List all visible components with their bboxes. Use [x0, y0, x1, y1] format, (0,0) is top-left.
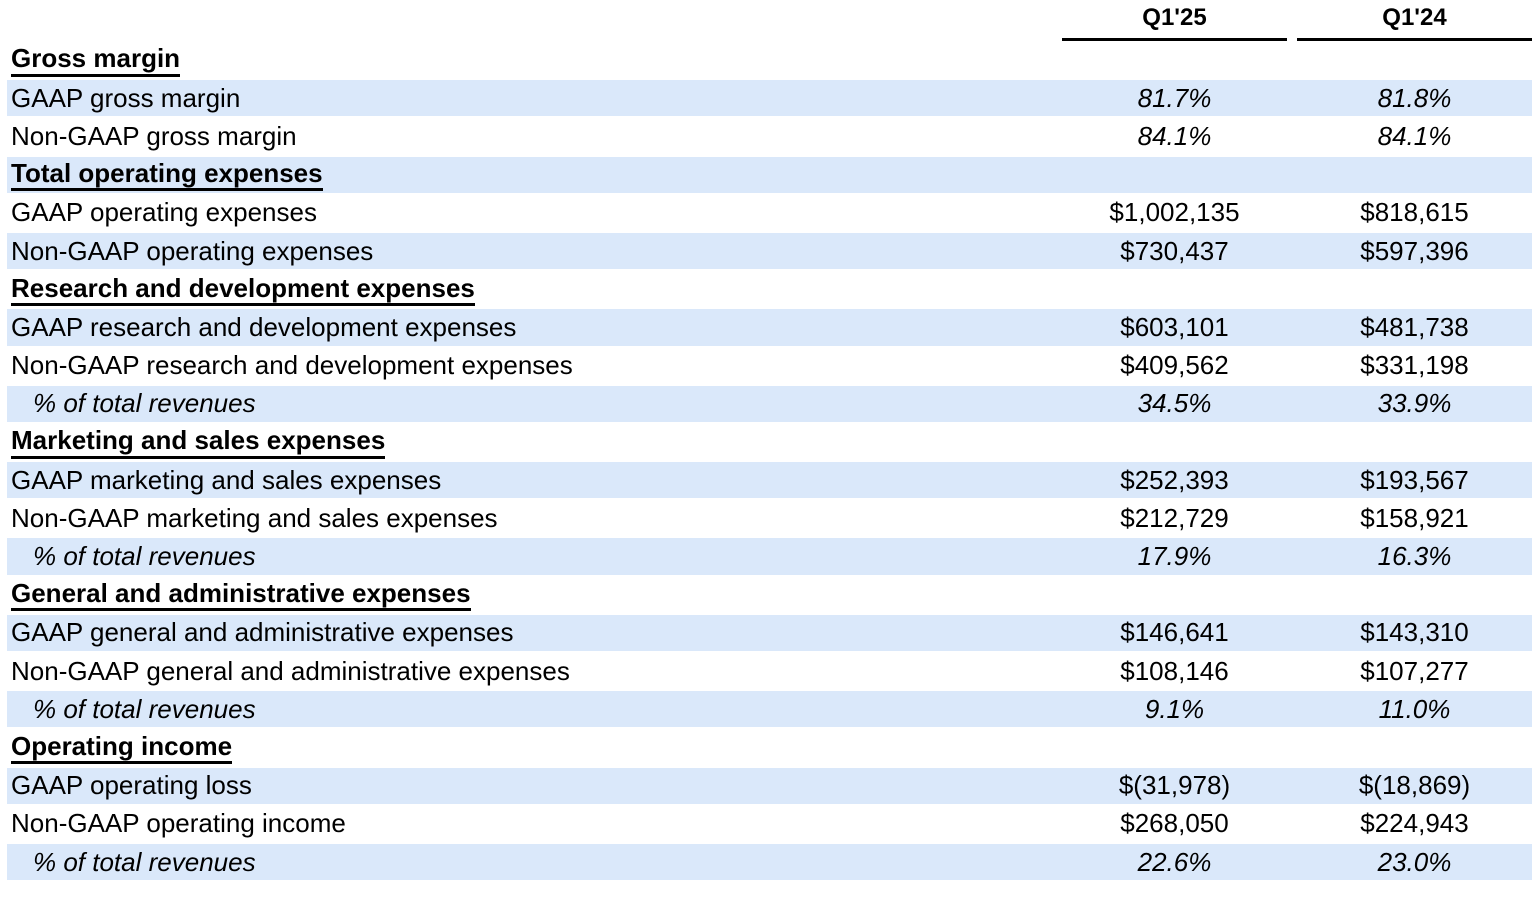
table-body: Gross margin GAAP gross margin 81.7% 81.8% N…	[7, 41, 1532, 882]
section-title: Total operating expenses	[7, 158, 1052, 192]
row-label: Non-GAAP operating expenses	[11, 235, 374, 266]
section-title-text: Operating income	[11, 732, 233, 765]
section-header-row: General and administrative expenses	[7, 575, 1532, 614]
table-row: Non-GAAP operating income $268,050 $224,94…	[7, 804, 1532, 843]
section-title: Research and development expenses	[7, 273, 1052, 306]
cell-q1-25: $409,562	[1120, 350, 1229, 381]
row-label: GAAP marketing and sales expenses	[11, 464, 442, 495]
cell-q1-24: $331,198	[1360, 350, 1469, 381]
cell-q1-25: $252,393	[1120, 464, 1229, 495]
section-title: General and administrative expenses	[7, 578, 1052, 612]
financial-metrics-table: Q1'25 Q1'24 Gross margin GAAP gross margi…	[7, 0, 1532, 882]
section-header-row: Total operating expenses	[7, 155, 1532, 194]
table-row: Non-GAAP marketing and sales expenses $21…	[7, 499, 1532, 538]
table-row: % of total revenues 22.6% 23.0%	[7, 842, 1532, 882]
cell-q1-25: $1,002,135	[1109, 197, 1240, 228]
row-label: Non-GAAP operating income	[11, 808, 346, 839]
cell-q1-24: $107,277	[1360, 655, 1469, 686]
row-label: GAAP operating expenses	[11, 197, 317, 228]
cell-q1-24: $(18,869)	[1358, 770, 1471, 801]
section-header-row: Marketing and sales expenses	[7, 422, 1532, 462]
cell-q1-25: 17.9%	[1137, 541, 1212, 572]
table-row: Non-GAAP research and development expens…	[7, 346, 1532, 385]
row-label: % of total revenues	[33, 693, 256, 724]
section-title-text: Total operating expenses	[11, 159, 323, 192]
table-row: % of total revenues 17.9% 16.3%	[7, 537, 1532, 576]
column-header-q1-25: Q1'25	[1062, 6, 1287, 41]
cell-q1-25: 9.1%	[1144, 693, 1205, 724]
cell-q1-24: 81.8%	[1377, 82, 1452, 113]
section-title: Gross margin	[7, 43, 1052, 77]
cell-q1-24: $143,310	[1360, 617, 1469, 648]
cell-q1-24: 11.0%	[1378, 693, 1451, 724]
cell-q1-24: 16.3%	[1377, 541, 1452, 572]
table-row: GAAP operating loss $(31,978) $(18,869)	[7, 766, 1532, 805]
cell-q1-25: $146,641	[1120, 617, 1229, 648]
table-row: Non-GAAP operating expenses $730,437 $597,…	[7, 231, 1532, 271]
section-title-text: General and administrative expenses	[11, 579, 471, 612]
cell-q1-24: 23.0%	[1377, 846, 1452, 877]
cell-q1-25: 22.6%	[1137, 846, 1212, 877]
table-header-row: Q1'25 Q1'24	[7, 0, 1532, 41]
cell-q1-24: 33.9%	[1377, 388, 1452, 419]
cell-q1-24: 84.1%	[1377, 120, 1452, 151]
cell-q1-25: $(31,978)	[1118, 770, 1231, 801]
section-header-row: Gross margin	[7, 41, 1532, 80]
table-row: GAAP marketing and sales expenses $252,39…	[7, 461, 1532, 500]
cell-q1-25: $108,146	[1120, 655, 1229, 686]
section-title-text: Gross margin	[11, 45, 181, 77]
column-header-q1-24: Q1'24	[1297, 6, 1532, 41]
section-title-text: Marketing and sales expenses	[11, 427, 386, 459]
row-label: GAAP gross margin	[11, 82, 241, 113]
section-title: Operating income	[7, 731, 1052, 765]
table-row: GAAP gross margin 81.7% 81.8%	[7, 79, 1532, 118]
row-label: GAAP general and administrative expenses	[11, 617, 514, 648]
cell-q1-25: 81.7%	[1137, 82, 1212, 113]
table-row: GAAP research and development expenses $6…	[7, 308, 1532, 347]
section-title: Marketing and sales expenses	[7, 425, 1052, 459]
row-label: Non-GAAP gross margin	[11, 120, 297, 151]
row-label: Non-GAAP general and administrative expe…	[11, 655, 570, 686]
section-title-text: Research and development expenses	[11, 274, 475, 306]
section-header-row: Operating income	[7, 728, 1532, 767]
cell-q1-24: $597,396	[1360, 235, 1469, 266]
cell-q1-24: $224,943	[1360, 808, 1469, 839]
row-label: Non-GAAP marketing and sales expenses	[11, 502, 498, 533]
table-row: GAAP operating expenses $1,002,135 $818,61…	[7, 193, 1532, 232]
cell-q1-24: $481,738	[1360, 311, 1469, 342]
table-row: % of total revenues 34.5% 33.9%	[7, 384, 1532, 423]
cell-q1-24: $818,615	[1360, 197, 1469, 228]
row-label: % of total revenues	[33, 541, 256, 572]
cell-q1-24: $158,921	[1360, 502, 1469, 533]
cell-q1-24: $193,567	[1360, 464, 1469, 495]
row-label: % of total revenues	[33, 846, 256, 877]
row-label: GAAP operating loss	[11, 770, 252, 801]
cell-q1-25: $268,050	[1120, 808, 1229, 839]
section-header-row: Research and development expenses	[7, 270, 1532, 309]
cell-q1-25: $212,729	[1120, 502, 1229, 533]
cell-q1-25: $730,437	[1120, 235, 1229, 266]
row-label: Non-GAAP research and development expens…	[11, 350, 573, 381]
row-label: GAAP research and development expenses	[11, 311, 517, 342]
cell-q1-25: 34.5%	[1137, 388, 1212, 419]
cell-q1-25: 84.1%	[1137, 120, 1212, 151]
table-row: Non-GAAP gross margin 84.1% 84.1%	[7, 117, 1532, 156]
table-row: GAAP general and administrative expenses…	[7, 613, 1532, 652]
table-row: % of total revenues 9.1% 11.0%	[7, 690, 1532, 729]
row-label: % of total revenues	[33, 388, 256, 419]
cell-q1-25: $603,101	[1120, 311, 1229, 342]
table-row: Non-GAAP general and administrative expe…	[7, 652, 1532, 691]
